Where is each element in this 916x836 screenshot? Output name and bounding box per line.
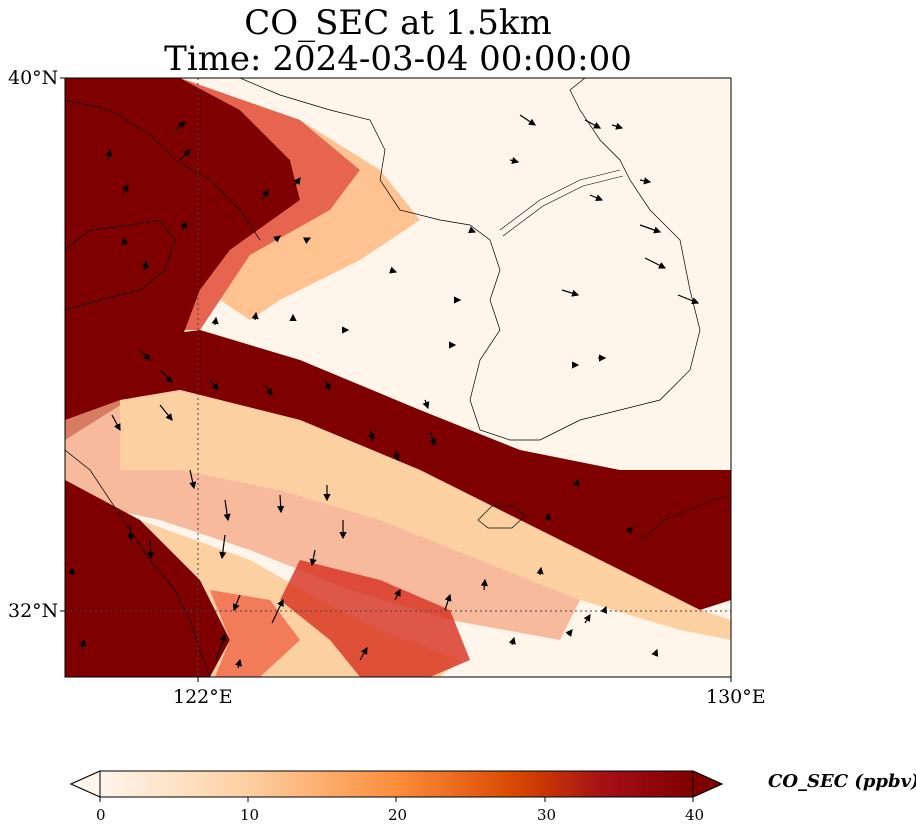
wind-arrow bbox=[147, 539, 155, 560]
wind-arrow bbox=[215, 633, 227, 661]
wind-arrow bbox=[79, 638, 87, 651]
title-line-2: Time: 2024-03-04 00:00:00 bbox=[164, 39, 632, 79]
wind-arrow bbox=[519, 114, 536, 126]
wind-arrow bbox=[480, 578, 488, 591]
wind-arrow bbox=[219, 534, 227, 560]
lat-tick-label-32n: 32°N bbox=[8, 600, 59, 622]
wind-arrow bbox=[127, 524, 135, 542]
wind-arrow bbox=[139, 349, 151, 361]
wind-arrow bbox=[565, 629, 573, 637]
wind-arrow bbox=[508, 636, 516, 646]
wind-arrow bbox=[444, 593, 452, 611]
wind-arrow bbox=[611, 122, 624, 130]
wind-arrow bbox=[309, 549, 317, 567]
lat-tick-label-40n: 40°N bbox=[8, 67, 59, 89]
wind-arrow bbox=[189, 469, 197, 490]
wind-arrow bbox=[589, 194, 604, 202]
wind-arrow bbox=[600, 605, 608, 614]
wind-arrow bbox=[389, 266, 398, 274]
wind-arrow bbox=[303, 237, 312, 244]
wind-arrow bbox=[159, 369, 173, 383]
wind-arrow bbox=[583, 613, 591, 624]
wind-arrow bbox=[179, 149, 191, 161]
wind-arrow bbox=[264, 384, 273, 396]
wind-arrow bbox=[561, 289, 580, 297]
wind-arrow bbox=[367, 429, 375, 442]
colorbar bbox=[69, 770, 724, 802]
wind-arrow bbox=[293, 177, 301, 186]
wind-arrow bbox=[121, 236, 129, 246]
wind-arrow bbox=[584, 119, 602, 129]
wind-arrow bbox=[223, 499, 231, 522]
wind-arrow bbox=[141, 260, 149, 271]
wind-arrow bbox=[324, 379, 331, 392]
colorbar-label: CO_SEC (ppbv) bbox=[768, 771, 916, 792]
wind-arrow bbox=[211, 316, 219, 326]
wind-arrow bbox=[468, 226, 477, 234]
wind-arrow bbox=[121, 183, 129, 196]
wind-arrow bbox=[271, 598, 284, 624]
wind-arrow bbox=[509, 157, 520, 165]
wind-arrow bbox=[174, 121, 186, 131]
wind-arrow bbox=[261, 188, 269, 201]
wind-arrow bbox=[209, 379, 219, 391]
title-line-1: CO_SEC at 1.5km bbox=[244, 3, 552, 43]
colorbar-tick-40: 40 bbox=[685, 806, 705, 824]
colorbar-tick-10: 10 bbox=[240, 806, 260, 824]
wind-arrow bbox=[394, 588, 401, 601]
lon-tick-label-122e: 122°E bbox=[173, 686, 233, 708]
wind-arrow bbox=[536, 566, 544, 576]
colorbar-tick-0: 0 bbox=[96, 806, 106, 824]
wind-arrow bbox=[677, 294, 700, 305]
wind-arrow bbox=[251, 311, 259, 321]
colorbar-tick-20: 20 bbox=[388, 806, 408, 824]
wind-arrow bbox=[644, 257, 667, 269]
lon-tick-label-130e: 130°E bbox=[706, 686, 766, 708]
wind-arrow bbox=[651, 648, 659, 657]
wind-vectors bbox=[68, 114, 700, 669]
wind-arrow bbox=[392, 449, 400, 462]
map-frame bbox=[64, 77, 732, 678]
wind-arrow bbox=[180, 220, 188, 231]
wind-arrow bbox=[111, 414, 121, 432]
wind-arrow bbox=[105, 148, 113, 161]
wind-arrow bbox=[277, 494, 285, 514]
wind-arrow bbox=[625, 526, 633, 534]
wind-arrow bbox=[359, 646, 368, 661]
wind-arrow bbox=[429, 431, 437, 447]
wind-arrow bbox=[639, 177, 652, 185]
wind-arrow bbox=[639, 224, 662, 234]
wind-arrow bbox=[159, 404, 173, 421]
colorbar-tick-30: 30 bbox=[537, 806, 557, 824]
wind-arrow bbox=[273, 235, 281, 243]
wind-arrow bbox=[572, 478, 580, 487]
wind-arrow bbox=[422, 399, 430, 410]
wind-arrow bbox=[235, 658, 243, 669]
wind-arrow bbox=[544, 512, 552, 521]
wind-arrow bbox=[232, 594, 241, 612]
concentration-field bbox=[65, 78, 731, 677]
